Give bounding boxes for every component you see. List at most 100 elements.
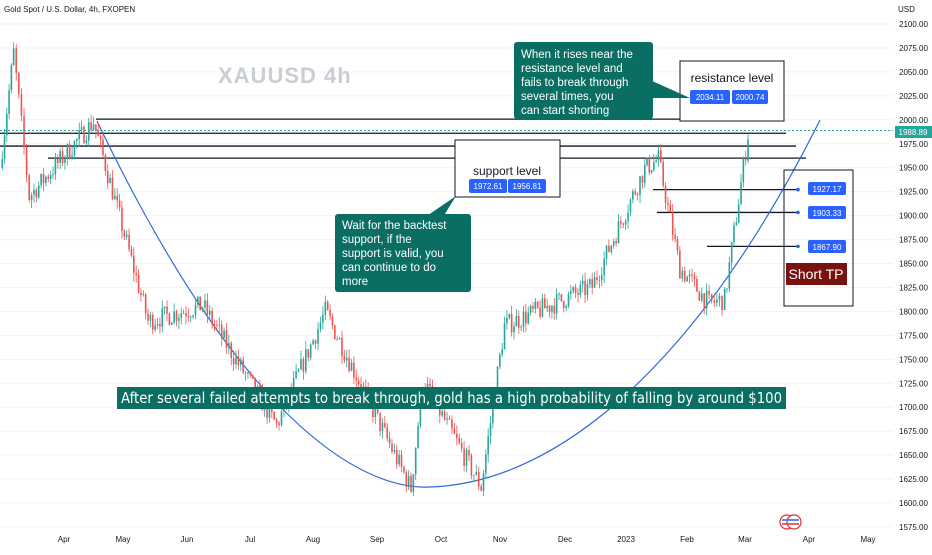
candle-body: [453, 428, 456, 434]
candle-body: [713, 300, 716, 303]
candle-body: [615, 241, 617, 244]
note-backtest-line-1: Wait for the backtest: [342, 220, 447, 232]
candle-body: [23, 115, 25, 147]
candle-body: [128, 234, 130, 250]
price-tick-label: 2050.00: [899, 68, 928, 77]
time-axis[interactable]: Apr May Jun Jul Aug Sep Oct Nov Dec 2023 Feb Mar Apr…: [58, 535, 876, 544]
candle-body: [192, 315, 194, 317]
note-backtest[interactable]: Wait for the backtest support, if the su…: [335, 196, 471, 292]
note-shorting[interactable]: When it rises near the resistance level …: [514, 42, 690, 119]
candle-body: [517, 316, 520, 328]
price-tick-label: 1725.00: [899, 379, 928, 388]
candle-body: [180, 313, 183, 318]
candle-body: [90, 122, 92, 131]
candle-body: [730, 242, 733, 263]
candle-body: [292, 377, 295, 392]
candle-body: [353, 362, 355, 378]
candle-body: [696, 278, 698, 292]
candle-body: [728, 262, 731, 289]
note-shorting-line-1: When it rises near the: [521, 49, 633, 61]
candle-body: [441, 411, 443, 416]
price-tick-label: 1850.00: [899, 260, 928, 269]
candle-body: [451, 419, 453, 429]
price-tick-label: 1825.00: [899, 283, 928, 292]
note-shorting-line-4: several times, you: [521, 91, 614, 103]
candle-body: [350, 362, 353, 371]
candle-body: [149, 314, 152, 321]
candle-body: [175, 311, 178, 321]
note-backtest-line-2: support, if the: [342, 234, 412, 246]
candle-body: [747, 139, 749, 161]
candle-body: [52, 174, 54, 176]
candle-body: [655, 160, 657, 163]
candle-body: [173, 311, 175, 323]
price-axis[interactable]: 2100.00 2075.00 2050.00 2025.00 2000.00 1975.…: [899, 20, 928, 532]
candle-body: [130, 249, 133, 256]
candle-body: [551, 305, 553, 312]
candle-body: [312, 340, 314, 345]
candle-body: [558, 294, 560, 295]
candle-body: [574, 287, 577, 293]
note-backtest-box: [335, 214, 471, 292]
candle-body: [201, 307, 204, 311]
candle-body: [581, 280, 584, 285]
candle-body: [251, 374, 254, 378]
candle-body: [170, 322, 173, 325]
target-marker: [796, 244, 800, 249]
candle-body: [275, 419, 278, 424]
candle-body: [178, 317, 180, 321]
candle-body: [485, 454, 487, 474]
candle-body: [598, 280, 601, 281]
candle-body: [45, 176, 47, 184]
candle-body: [657, 150, 660, 161]
candle-body: [116, 195, 119, 201]
candle-body: [235, 356, 237, 365]
support-annotation[interactable]: support level 1972.61 1956.81: [454, 139, 561, 198]
target-tag-2: [808, 206, 846, 219]
candle-body: [395, 449, 398, 465]
price-tick-label: 1950.00: [899, 164, 928, 173]
candle-body: [111, 177, 114, 200]
candle-body: [40, 173, 42, 186]
candle-body: [733, 225, 735, 243]
candle-body: [470, 455, 473, 476]
candle-body: [92, 124, 95, 131]
resistance-label: resistance level: [691, 71, 774, 85]
candle-body: [237, 356, 240, 365]
candle-body: [417, 425, 419, 448]
candle-body: [660, 150, 662, 162]
candle-body: [671, 212, 674, 236]
candle-body: [468, 450, 470, 456]
candle-body: [429, 383, 431, 386]
candle-body: [223, 330, 225, 338]
support-tag-2-value: 1956.81: [513, 182, 542, 191]
candle-body: [737, 204, 740, 223]
candle-body: [393, 449, 396, 452]
candle-body: [1, 159, 4, 168]
candle-body: [106, 170, 109, 184]
candle-body: [163, 306, 166, 309]
candle-body: [247, 372, 249, 374]
candle-body: [309, 344, 312, 358]
candle-body: [254, 377, 256, 393]
time-tick-label: Apr: [58, 535, 71, 544]
candle-body: [78, 130, 81, 140]
candle-body: [137, 274, 140, 293]
current-price-value: 1988.89: [899, 128, 928, 137]
candle-body: [489, 423, 492, 436]
candle-body: [567, 293, 570, 307]
short-tp-annotation[interactable]: Short TP 1927.17 1903.33 1867.90: [783, 169, 854, 307]
time-tick-label: Jun: [181, 535, 194, 544]
candle-body: [629, 199, 632, 213]
candle-body: [620, 221, 622, 224]
candle-body: [80, 126, 83, 131]
candle-body: [341, 338, 343, 357]
candle-body: [506, 317, 508, 324]
candle-body: [691, 274, 693, 276]
candle-body: [102, 139, 104, 156]
resistance-annotation[interactable]: resistance level 2034.11 2000.74: [679, 60, 785, 122]
summary-banner: After several failed attempts to break t…: [117, 387, 786, 409]
candle-body: [716, 299, 718, 303]
resistance-tag-1-value: 2034.11: [696, 93, 725, 102]
